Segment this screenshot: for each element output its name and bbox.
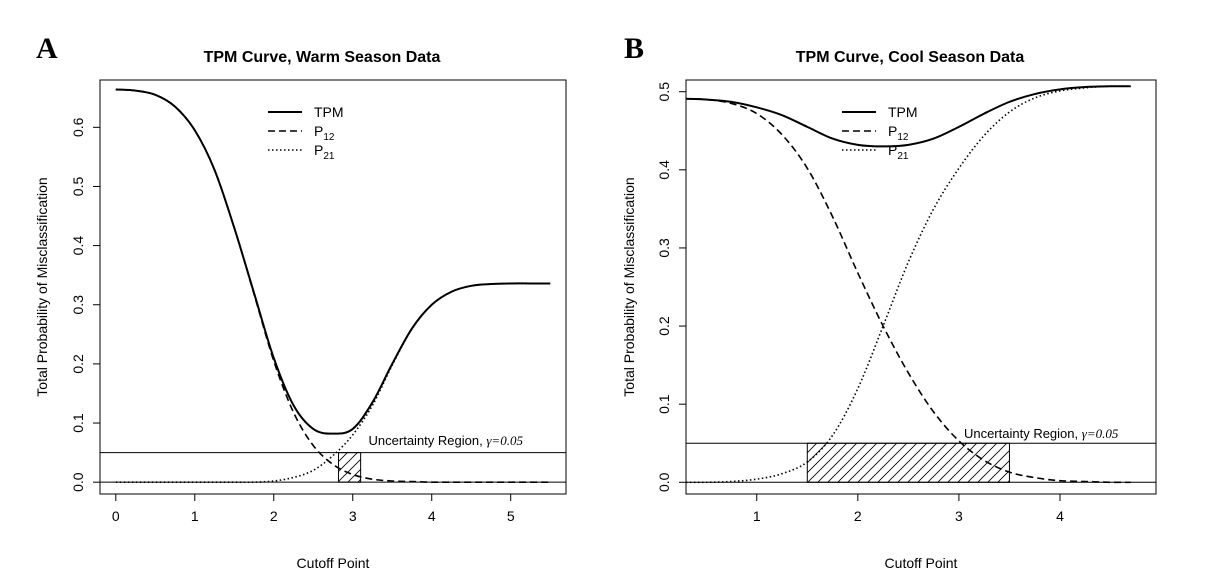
x-tick-label: 5 (507, 508, 515, 524)
annotation-gamma: γ=0.05 (486, 433, 523, 448)
legend-entry: P21 (888, 142, 909, 162)
y-tick-label: 0.3 (70, 295, 86, 315)
series-line-p12 (686, 97, 1131, 484)
panel-letter: B (624, 32, 644, 65)
series-line-tpm (115, 88, 551, 435)
legend-subscript: 12 (323, 132, 335, 143)
legend-label: TPM (314, 104, 344, 120)
legend-subscript: 21 (323, 151, 335, 162)
legend-label: P (314, 123, 323, 139)
x-tick-label: 1 (753, 508, 761, 524)
series-line-p12 (115, 88, 551, 484)
y-tick-label: 0.5 (656, 82, 672, 102)
legend-label: TPM (888, 104, 918, 120)
x-tick-label: 1 (191, 508, 199, 524)
annotation-gamma: γ=0.05 (1082, 426, 1119, 441)
chart-title: TPM Curve, Warm Season Data (204, 49, 441, 66)
series-line-p21 (115, 282, 551, 484)
plot-area (686, 85, 1156, 484)
y-tick-label: 0.0 (656, 472, 672, 492)
legend-label: P (314, 142, 323, 158)
y-tick-label: 0.3 (656, 238, 672, 258)
legend-entry: TPM (314, 104, 344, 120)
x-axis-label: Cutoff Point (885, 555, 958, 571)
legend-label: P (888, 123, 897, 139)
series-line-tpm (686, 85, 1131, 148)
uncertainty-region (806, 442, 1010, 483)
legend-entry: P21 (314, 142, 335, 162)
legend-entry: TPM (888, 104, 918, 120)
y-tick-label: 0.6 (70, 117, 86, 137)
legend-entry: P12 (314, 123, 335, 143)
plot-area (100, 88, 566, 484)
y-axis-label: Total Probability of Misclassification (34, 177, 50, 396)
y-tick-label: 0.4 (70, 236, 86, 256)
y-tick-label: 0.1 (656, 394, 672, 414)
y-tick-label: 0.0 (70, 472, 86, 492)
legend-entry: P12 (888, 123, 909, 143)
y-tick-label: 0.2 (656, 316, 672, 336)
annotation-text: Uncertainty Region, (369, 433, 487, 448)
y-tick-label: 0.5 (70, 177, 86, 197)
panel-letter: A (36, 32, 58, 65)
chart-title: TPM Curve, Cool Season Data (796, 49, 1025, 66)
x-tick-label: 3 (349, 508, 357, 524)
legend-subscript: 12 (897, 132, 909, 143)
y-tick-label: 0.2 (70, 354, 86, 374)
annotation-text: Uncertainty Region, (964, 426, 1082, 441)
uncertainty-region (338, 452, 362, 483)
x-axis-label: Cutoff Point (297, 555, 370, 571)
x-tick-label: 0 (112, 508, 120, 524)
y-axis-label: Total Probability of Misclassification (621, 177, 637, 396)
x-tick-label: 2 (854, 508, 862, 524)
x-tick-label: 4 (1056, 508, 1064, 524)
x-tick-label: 2 (270, 508, 278, 524)
uncertainty-annotation: Uncertainty Region, γ=0.05 (964, 426, 1119, 441)
x-tick-label: 3 (955, 508, 963, 524)
x-tick-label: 4 (428, 508, 436, 524)
legend-label: P (888, 142, 897, 158)
y-tick-label: 0.1 (70, 413, 86, 433)
y-tick-label: 0.4 (656, 160, 672, 180)
legend-subscript: 21 (897, 151, 909, 162)
uncertainty-annotation: Uncertainty Region, γ=0.05 (369, 433, 524, 448)
series-line-p21 (686, 85, 1131, 484)
